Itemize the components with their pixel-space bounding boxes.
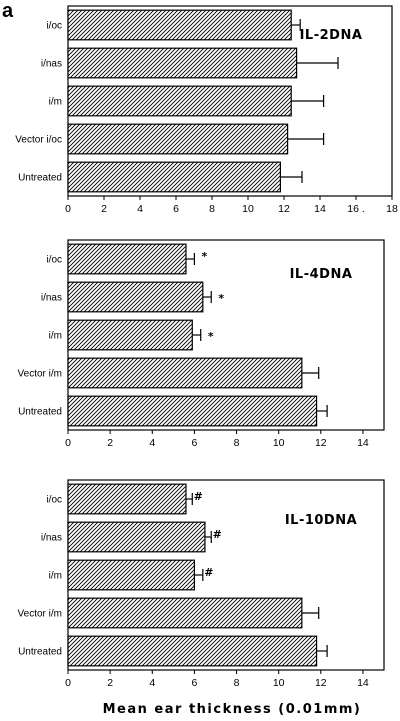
category-label: i/m	[49, 331, 62, 342]
category-label: Untreated	[18, 407, 62, 418]
x-tick-label: 10	[273, 437, 285, 449]
category-label: i/m	[49, 571, 62, 582]
category-label: Vector i/m	[18, 369, 62, 380]
bar	[67, 281, 204, 313]
x-tick-label: 12	[315, 677, 327, 689]
bar	[67, 9, 292, 41]
x-tick-label: 10	[242, 203, 254, 215]
bar	[67, 357, 303, 389]
category-label: i/nas	[41, 59, 62, 70]
significance-marker: #	[204, 566, 213, 579]
bar	[67, 395, 318, 427]
category-label: i/oc	[46, 255, 62, 266]
category-label: i/oc	[46, 21, 62, 32]
bar	[67, 597, 303, 629]
x-tick-label: 14	[357, 677, 369, 689]
x-tick-label: 6	[173, 203, 179, 215]
x-tick-label: 10	[273, 677, 285, 689]
x-tick-label: 16 .	[347, 203, 365, 215]
x-tick-label: 2	[107, 437, 113, 449]
chart-panels: 0 2 4 6 8 10 12 14 16 . 18 IL-2DNA i/oc i/nas i/m Vect…	[15, 5, 398, 689]
x-tick-label: 0	[65, 203, 71, 215]
x-tick-label: 14	[314, 203, 326, 215]
bar	[67, 47, 298, 79]
x-tick-label: 12	[315, 437, 327, 449]
category-label: Vector i/oc	[15, 135, 62, 146]
bar	[67, 161, 281, 193]
chart-panel-1: 0 2 4 6 8 10 12 14 16 . 18 IL-2DNA i/oc i/nas i/m Vect…	[15, 5, 398, 215]
x-tick-label: 4	[149, 437, 155, 449]
x-tick-label: 0	[65, 437, 71, 449]
x-tick-label: 4	[137, 203, 143, 215]
chart-panel-3: 0 2 4 6 8 10 12 14 IL-10DNA i/oc # i/nas # i/m # Vector…	[18, 479, 385, 689]
significance-marker: #	[213, 528, 222, 541]
panel-title: IL-10DNA	[285, 513, 357, 528]
bar	[67, 635, 318, 667]
panel-title: IL-4DNA	[290, 267, 353, 282]
x-tick-label: 2	[101, 203, 107, 215]
x-tick-label: 0	[65, 677, 71, 689]
panel-letter: a	[2, 0, 14, 22]
significance-marker: *	[208, 330, 214, 343]
significance-marker: *	[202, 250, 208, 263]
bar	[67, 123, 289, 155]
x-axis-label: Mean ear thickness (0.01mm)	[103, 702, 362, 717]
category-label: i/m	[49, 97, 62, 108]
x-tick-label: 12	[278, 203, 290, 215]
category-label: i/oc	[46, 495, 62, 506]
bar	[67, 85, 292, 117]
x-tick-label: 6	[191, 437, 197, 449]
x-tick-label: 6	[191, 677, 197, 689]
x-tick-label: 2	[107, 677, 113, 689]
category-label: Untreated	[18, 173, 62, 184]
x-tick-label: 4	[149, 677, 155, 689]
x-tick-label: 8	[209, 203, 215, 215]
x-tick-label: 8	[234, 437, 240, 449]
category-label: i/nas	[41, 293, 62, 304]
category-label: i/nas	[41, 533, 62, 544]
significance-marker: *	[218, 292, 224, 305]
bar	[67, 243, 187, 275]
significance-marker: #	[194, 490, 203, 503]
bar	[67, 559, 196, 591]
x-tick-label: 18	[386, 203, 398, 215]
category-label: Vector i/m	[18, 609, 62, 620]
bar	[67, 521, 206, 553]
bar	[67, 319, 193, 351]
x-tick-label: 14	[357, 437, 369, 449]
bar	[67, 483, 187, 515]
panel-title: IL-2DNA	[300, 28, 363, 43]
x-tick-label: 8	[234, 677, 240, 689]
chart-panel-2: 0 2 4 6 8 10 12 14 IL-4DNA i/oc * i/nas * i/m * Vector …	[18, 239, 385, 449]
category-label: Untreated	[18, 647, 62, 658]
